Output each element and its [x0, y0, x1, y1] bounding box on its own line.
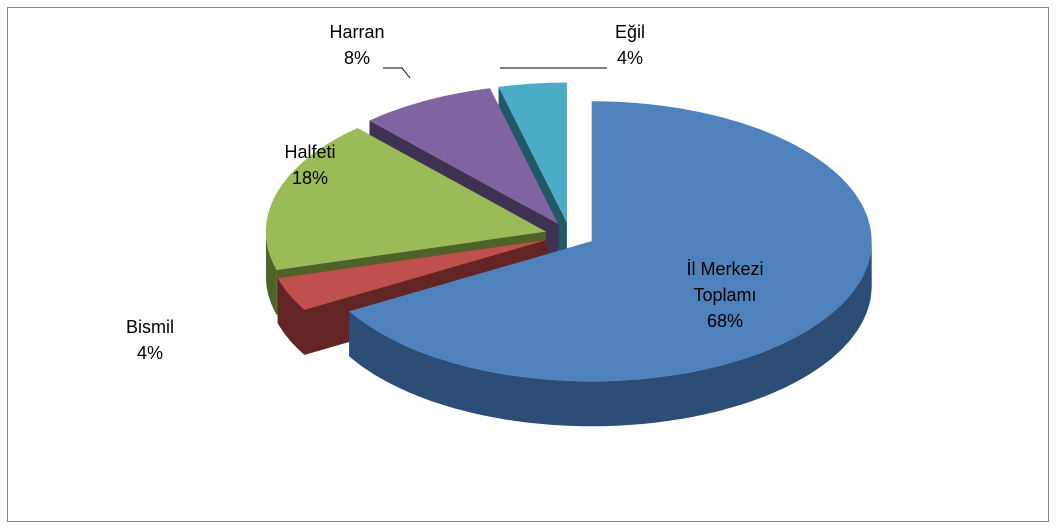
slice-wall [277, 278, 305, 355]
slice [369, 88, 559, 224]
value-label: 68% [706, 311, 744, 331]
data-label: Halfeti 18% [245, 139, 375, 191]
category-label: Eğil [614, 22, 645, 42]
value-label: 4% [136, 343, 163, 363]
data-label: Bismil 4% [85, 314, 215, 366]
category-label: Halfeti [284, 142, 336, 162]
slice-side [277, 239, 547, 324]
leader-line [383, 67, 411, 79]
category-label: İl Merkezi Toplamı [686, 259, 764, 305]
value-label: 8% [343, 48, 370, 68]
slice [349, 101, 872, 382]
slice-wall [266, 231, 277, 315]
data-label: Harran 8% [292, 19, 422, 71]
slice-wall [349, 241, 872, 427]
slice [277, 239, 547, 310]
slice [266, 128, 546, 270]
category-label: Harran [329, 22, 385, 42]
slice [498, 82, 567, 223]
value-label: 4% [616, 48, 643, 68]
value-label: 18% [291, 168, 329, 188]
category-label: Bismil [126, 317, 174, 337]
data-label: Eğil 4% [565, 19, 695, 71]
data-label: İl Merkezi Toplamı 68% [665, 256, 785, 334]
